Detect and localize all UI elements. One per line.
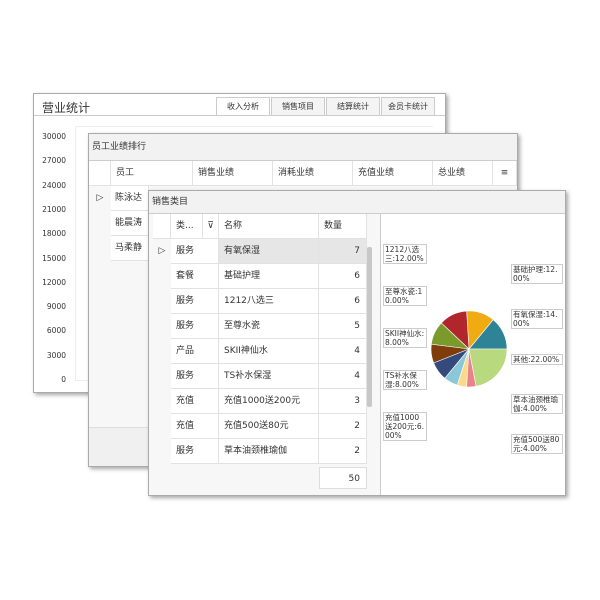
name-cell[interactable]: 充值1000送200元 (219, 389, 319, 414)
row-indicator-header (153, 214, 171, 239)
y-tick-label: 27000 (42, 156, 66, 166)
y-tick-label: 18000 (42, 229, 66, 239)
pie-label: 基础护理:12.00% (511, 264, 563, 284)
pie-label: 充值1000送200元:6.00% (383, 412, 427, 441)
y-tick-label: 9000 (46, 302, 66, 312)
filter-icon[interactable]: ⊽ (203, 214, 219, 239)
tab-member-card[interactable]: 会员卡统计 (381, 97, 435, 115)
category-cell[interactable]: 服务 (171, 314, 219, 339)
staff-name-cell[interactable]: 马柔静 (111, 236, 149, 261)
window-title: 员工业绩排行 (89, 134, 517, 161)
window-title: 销售类目 (149, 191, 565, 214)
quantity-cell[interactable]: 2 (319, 414, 367, 439)
name-cell[interactable]: 至尊水瓷 (219, 314, 319, 339)
quantity-cell[interactable]: 6 (319, 289, 367, 314)
tab-income[interactable]: 收入分析 (216, 97, 270, 115)
category-cell[interactable]: 服务 (171, 239, 219, 264)
staff-name-cell[interactable]: 能晨涛 (111, 211, 149, 236)
pie-slice[interactable] (468, 348, 508, 387)
category-cell[interactable]: 套餐 (171, 264, 219, 289)
column-header[interactable]: 充值业绩 (353, 161, 433, 186)
category-cell[interactable]: 产品 (171, 339, 219, 364)
y-tick-label: 3000 (46, 350, 66, 360)
name-cell[interactable]: 1212八选三 (219, 289, 319, 314)
name-cell[interactable]: TS补水保湿 (219, 364, 319, 389)
pie-panel: 有氧保湿:14.00% 基础护理:12.00% 1212八选三:12.00% 至尊水瓷… (380, 214, 565, 495)
y-tick-label: 24000 (42, 180, 66, 190)
pie-label: 充值500送80元:4.00% (511, 434, 563, 454)
pie-chart (430, 310, 508, 388)
pie-label: 其他:22.00% (511, 354, 563, 365)
pie-label: 至尊水瓷:10.00% (383, 286, 427, 306)
name-cell[interactable]: 充值500送80元 (219, 414, 319, 439)
column-header[interactable]: 数量 (319, 214, 367, 239)
quantity-cell[interactable]: 4 (319, 339, 367, 364)
column-header[interactable]: 总业绩 (433, 161, 493, 186)
name-cell[interactable]: SKII神仙水 (219, 339, 319, 364)
category-cell[interactable]: 充值 (171, 389, 219, 414)
window-title: 营业统计 (42, 101, 91, 115)
row-indicator (89, 236, 111, 261)
sales-category-window: 销售类目 类... 名称 数量 ⊽ ▷ 服务 有氧保湿 7 套餐 基础护理 6 服务 1212八选三 6 服… (148, 190, 566, 496)
name-cell[interactable]: 基础护理 (219, 264, 319, 289)
y-tick-label: 15000 (42, 253, 66, 263)
name-cell[interactable]: 草本油颈椎瑜伽 (219, 439, 319, 464)
row-indicator (153, 389, 171, 414)
row-indicator (153, 364, 171, 389)
column-header[interactable]: 名称 (219, 214, 319, 239)
y-tick-label: 12000 (42, 277, 66, 287)
column-header[interactable]: 类... (171, 214, 203, 239)
quantity-cell[interactable]: 6 (319, 264, 367, 289)
column-header[interactable]: 销售业绩 (193, 161, 273, 186)
row-indicator-header (89, 161, 111, 186)
y-tick-label: 30000 (42, 132, 66, 141)
tab-settlement[interactable]: 结算统计 (326, 97, 380, 115)
pie-label: 草本油颈椎瑜伽:4.00% (511, 394, 563, 414)
category-cell[interactable]: 服务 (171, 289, 219, 314)
y-tick-label: 21000 (42, 204, 66, 214)
category-cell[interactable]: 服务 (171, 364, 219, 389)
quantity-cell[interactable]: 2 (319, 439, 367, 464)
staff-name-cell[interactable]: 陈泳达 (111, 186, 149, 211)
quantity-cell[interactable]: 5 (319, 314, 367, 339)
column-header[interactable]: 消耗业绩 (273, 161, 353, 186)
y-tick-label: 6000 (46, 326, 66, 336)
row-indicator (153, 264, 171, 289)
filter-icon[interactable]: ≡ (493, 161, 517, 186)
pie-label: 有氧保湿:14.00% (511, 309, 563, 329)
row-indicator (89, 211, 111, 236)
category-cell[interactable]: 服务 (171, 439, 219, 464)
row-indicator (153, 339, 171, 364)
quantity-cell[interactable]: 4 (319, 364, 367, 389)
quantity-cell[interactable]: 7 (319, 239, 367, 264)
y-tick-label: 0 (61, 375, 66, 384)
name-cell[interactable]: 有氧保湿 (219, 239, 319, 264)
pie-label: 1212八选三:12.00% (383, 244, 427, 264)
quantity-total: 50 (319, 467, 367, 489)
row-indicator (153, 314, 171, 339)
current-row-icon: ▷ (96, 193, 104, 203)
category-cell[interactable]: 充值 (171, 414, 219, 439)
row-indicator (153, 289, 171, 314)
column-header[interactable]: 员工 (111, 161, 193, 186)
tab-sales-items[interactable]: 销售项目 (271, 97, 325, 115)
row-indicator (153, 439, 171, 464)
current-row-icon: ▷ (158, 246, 166, 256)
quantity-cell[interactable]: 3 (319, 389, 367, 414)
scrollbar-thumb[interactable] (367, 247, 372, 407)
row-indicator (153, 414, 171, 439)
pie-label: SKII神仙水:8.00% (383, 328, 427, 348)
pie-label: TS补水保湿:8.00% (383, 370, 427, 390)
